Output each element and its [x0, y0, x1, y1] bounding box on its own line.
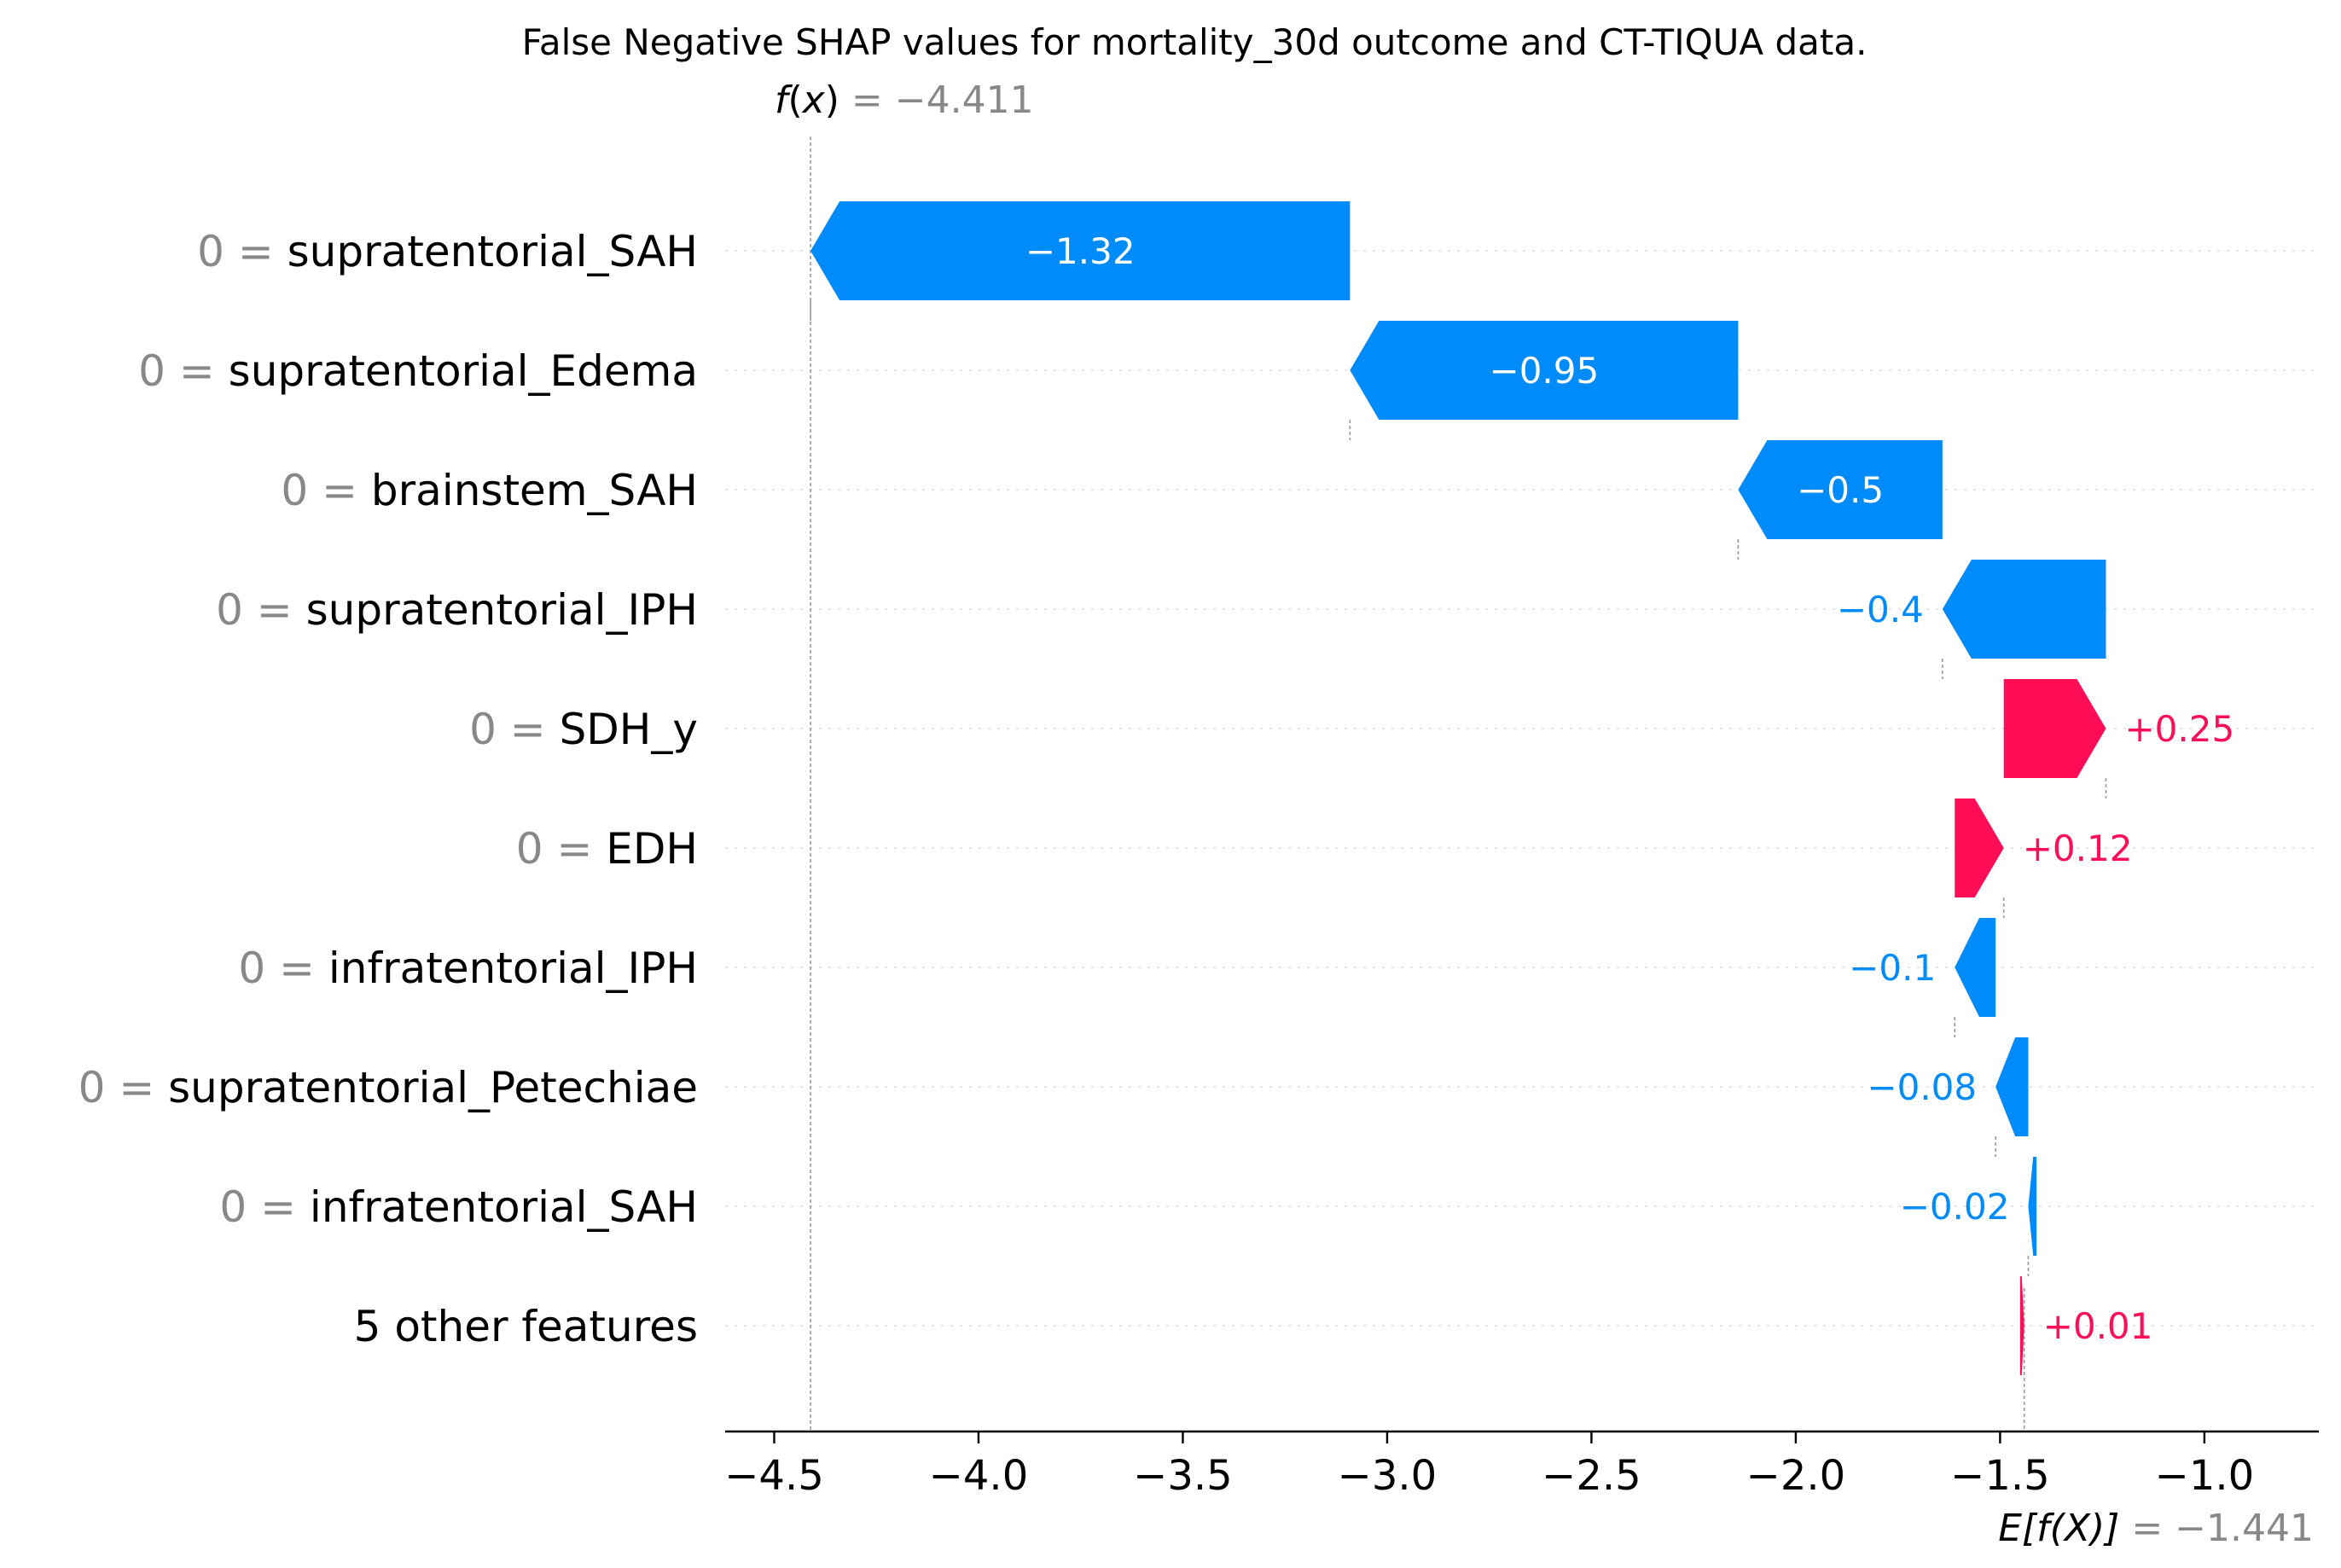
feature-name: brainstem_SAH: [371, 466, 698, 515]
feature-name: supratentorial_SAH: [288, 227, 698, 276]
x-tick-label: −4.0: [929, 1452, 1029, 1500]
feature-name: SDH_y: [560, 705, 698, 754]
feature-label: 5 other features: [354, 1302, 698, 1351]
fx-label: f(x) = −4.411: [775, 78, 1034, 122]
feature-name: supratentorial_Petechiae: [168, 1063, 698, 1112]
x-tick-label: −4.5: [724, 1452, 824, 1500]
waterfall-bar: [2003, 679, 2106, 778]
bar-value-label: +0.25: [2124, 708, 2234, 750]
waterfall-bar: [1955, 918, 1996, 1017]
bar-value-label: −0.5: [1797, 469, 1884, 511]
bar-value-label: +0.12: [2023, 828, 2133, 869]
bar-value-label: −0.1: [1849, 947, 1936, 989]
feature-name: supratentorial_IPH: [306, 585, 698, 635]
feature-label: 0 = EDH: [516, 824, 698, 874]
x-axis: −4.5 −4.0 −3.5 −3.0 −2.5 −2.0 −1.5 −1.0: [724, 1430, 2319, 1500]
waterfall-bar: [2028, 1157, 2037, 1256]
feature-value: 0 =: [197, 227, 288, 276]
feature-value: 0 =: [78, 1063, 169, 1112]
waterfall-bar: [1738, 440, 1943, 539]
feature-label: 0 = infratentorial_SAH: [219, 1182, 698, 1232]
feature-value: 0 =: [469, 705, 560, 754]
feature-name: infratentorial_IPH: [328, 944, 698, 993]
x-tick-label: −3.5: [1133, 1452, 1233, 1500]
x-tick-label: −2.5: [1542, 1452, 1641, 1500]
x-tick-label: −1.5: [1950, 1452, 2050, 1500]
bar-value-label: −1.32: [1025, 230, 1136, 272]
fx-annotation: f(x) = −4.411: [775, 78, 1034, 122]
bar-value-label: −0.95: [1490, 350, 1600, 392]
feature-label: 0 = supratentorial_IPH: [216, 585, 698, 635]
feature-value: 0 =: [216, 585, 306, 635]
waterfall-bar: [1955, 799, 2004, 897]
feature-value: 0 =: [281, 466, 371, 515]
feature-name: EDH: [606, 824, 698, 874]
feature-name: 5 other features: [354, 1302, 698, 1351]
feature-value: 0 =: [516, 824, 607, 874]
waterfall-bar: [2019, 1276, 2024, 1375]
bar-value-label: −0.08: [1867, 1066, 1977, 1108]
bar-connectors: [810, 136, 2107, 1432]
expected-value-annotation: E[f(X)] = −1.441: [1998, 1507, 2314, 1550]
feature-label: 0 = supratentorial_SAH: [197, 227, 698, 276]
chart-title: False Negative SHAP values for mortality…: [522, 21, 1868, 63]
x-tick-label: −1.0: [2155, 1452, 2255, 1500]
waterfall-bar: [1350, 321, 1739, 420]
x-tick-label: −3.0: [1338, 1452, 1438, 1500]
feature-value: 0 =: [238, 944, 328, 993]
feature-value: 0 =: [219, 1182, 310, 1232]
feature-label: 0 = infratentorial_IPH: [238, 944, 698, 993]
feature-label: 0 = supratentorial_Edema: [138, 346, 698, 396]
feature-label: 0 = brainstem_SAH: [281, 466, 698, 515]
x-tick-label: −2.0: [1746, 1452, 1846, 1500]
bar-value-labels: −1.32 −0.95 −0.5 −0.4 +0.25 +0.12 −0.1 −0.08 −0.…: [1025, 230, 2234, 1347]
feature-name: infratentorial_SAH: [310, 1182, 698, 1232]
bars: [810, 201, 2106, 1375]
feature-value: 0 =: [138, 346, 229, 396]
feature-label: 0 = supratentorial_Petechiae: [78, 1063, 698, 1112]
bar-value-label: −0.4: [1837, 589, 1924, 630]
expected-value-label: E[f(X)] = −1.441: [1998, 1507, 2314, 1550]
feature-label: 0 = SDH_y: [469, 705, 698, 754]
bar-value-label: +0.01: [2043, 1305, 2153, 1347]
waterfall-bar: [1942, 560, 2106, 659]
bar-value-label: −0.02: [1900, 1186, 2010, 1228]
waterfall-bar: [1995, 1037, 2029, 1136]
waterfall-bar: [810, 201, 1351, 300]
feature-name: supratentorial_Edema: [229, 346, 698, 396]
